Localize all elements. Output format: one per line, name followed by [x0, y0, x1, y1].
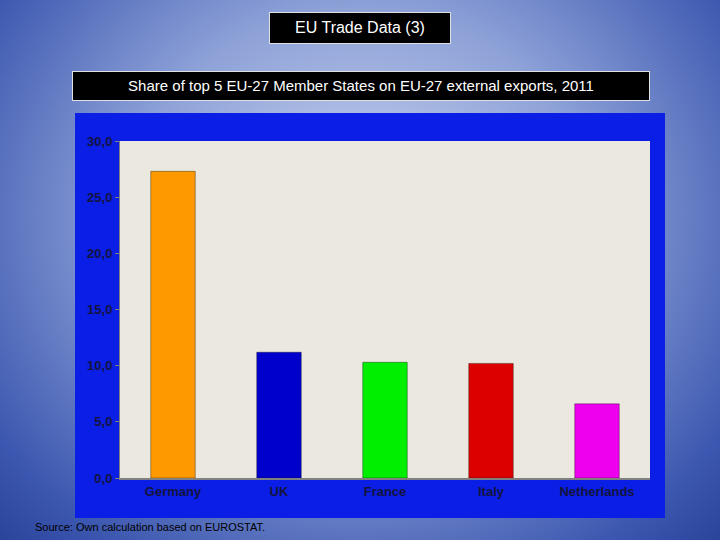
svg-text:10,0: 10,0 [87, 358, 112, 373]
svg-text:5,0: 5,0 [94, 414, 112, 429]
svg-text:UK: UK [270, 484, 289, 499]
svg-text:Germany: Germany [145, 484, 202, 499]
html-text:Share of top 5 EU-27 Member St: Share of top 5 EU-27 Member States on EU… [128, 77, 594, 94]
svg-text:0,0: 0,0 [94, 471, 112, 486]
html-text:Source: Own calculation based: Source: Own calculation based on EUROSTA… [35, 521, 266, 533]
svg-text:20,0: 20,0 [87, 246, 112, 261]
svg-text:30,0: 30,0 [87, 134, 112, 149]
svg-text:France: France [364, 484, 407, 499]
svg-text:Italy: Italy [478, 484, 505, 499]
svg-text:Netherlands: Netherlands [559, 484, 634, 499]
svg-text:25,0: 25,0 [87, 190, 112, 205]
svg-text:15,0: 15,0 [87, 302, 112, 317]
html-text:EU Trade Data (3): EU Trade Data (3) [295, 19, 425, 36]
